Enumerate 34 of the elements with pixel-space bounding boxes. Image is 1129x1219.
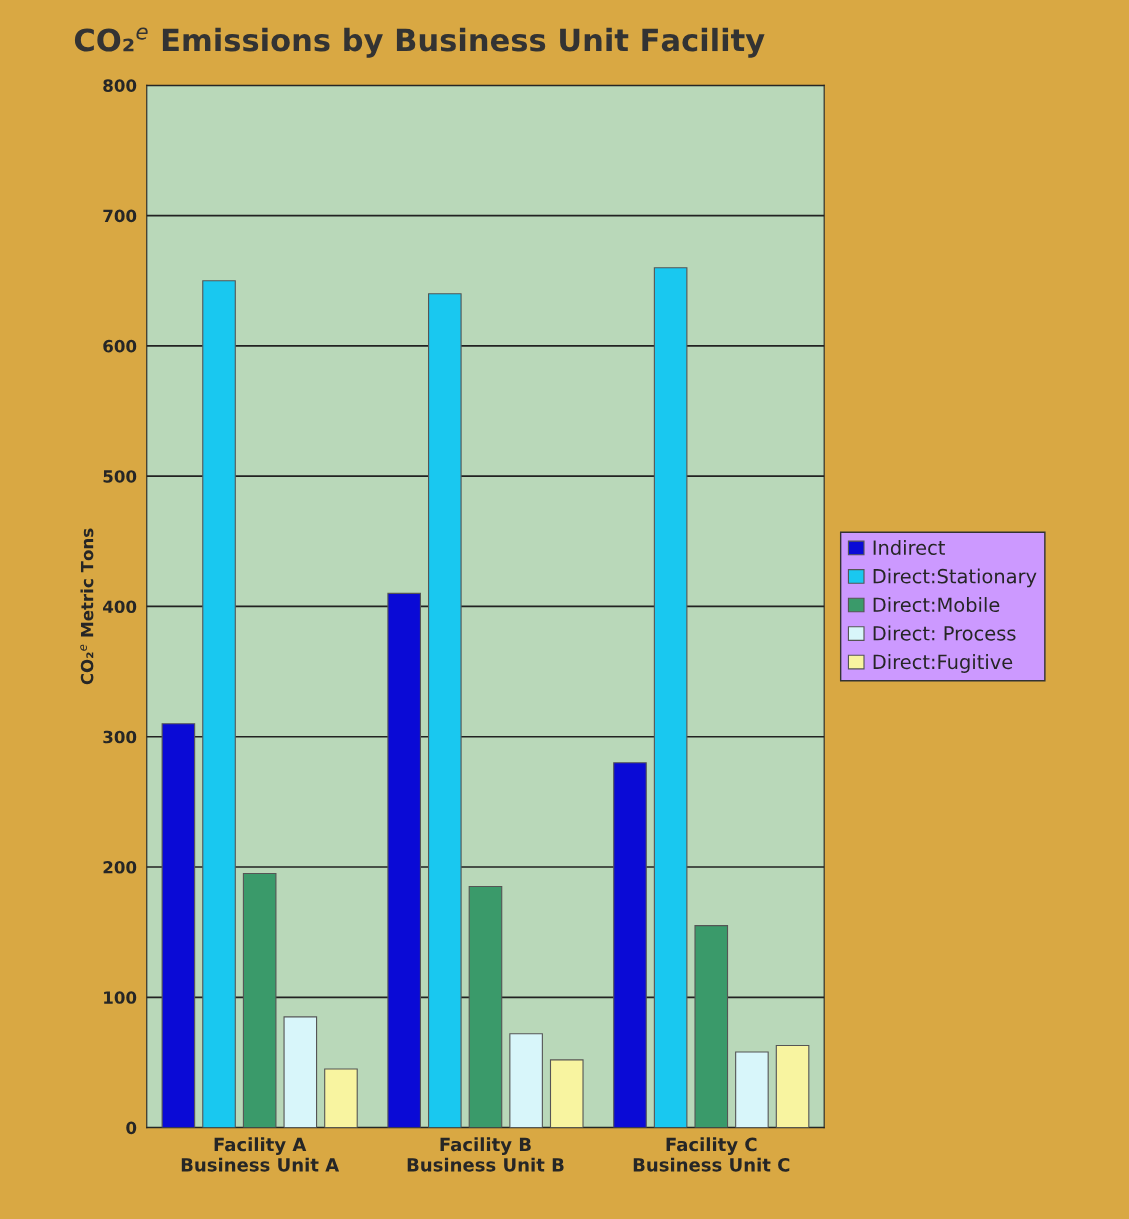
bar [549,1059,584,1128]
legend-label: Direct: Process [873,625,1016,641]
bar [242,872,277,1128]
x-tick-label: Facility A Business Unit A [181,1137,340,1172]
bar [775,1044,810,1128]
legend-label: Direct:Stationary [873,568,1037,588]
y-tick-label: 500 [103,470,137,483]
legend-label: Indirect [873,539,945,556]
bar [694,925,729,1128]
y-tick-label: 300 [103,730,137,744]
bar [324,1068,358,1128]
bar [387,592,421,1128]
y-axis-title: CO₂$^{e}$ Metric Tons [80,528,94,685]
y-tick-label: 100 [104,991,137,1004]
bar [283,1016,318,1128]
bar [653,267,688,1128]
bar [509,1033,543,1128]
bar [468,886,503,1128]
legend-label: Direct:Mobile [873,597,1000,613]
y-tick-label: 700 [103,209,137,223]
x-tick-label: Facility B Business Unit B [407,1137,564,1172]
chart-title: CO₂$^{e}$ Emissions by Business Unit Facility [74,27,765,58]
legend-label: Direct:Fugitive [873,654,1013,673]
y-tick-label: 200 [103,860,137,874]
y-tick-label: 0 [126,1121,137,1135]
y-tick-label: 600 [103,339,137,353]
bar [161,723,196,1128]
bar [428,293,462,1128]
y-tick-label: 800 [103,79,137,92]
x-tick-label: Facility C Business Unit C [633,1137,790,1172]
y-tick-label: 400 [103,600,137,614]
bar [735,1051,769,1128]
bar [202,280,236,1128]
bar [613,762,647,1128]
